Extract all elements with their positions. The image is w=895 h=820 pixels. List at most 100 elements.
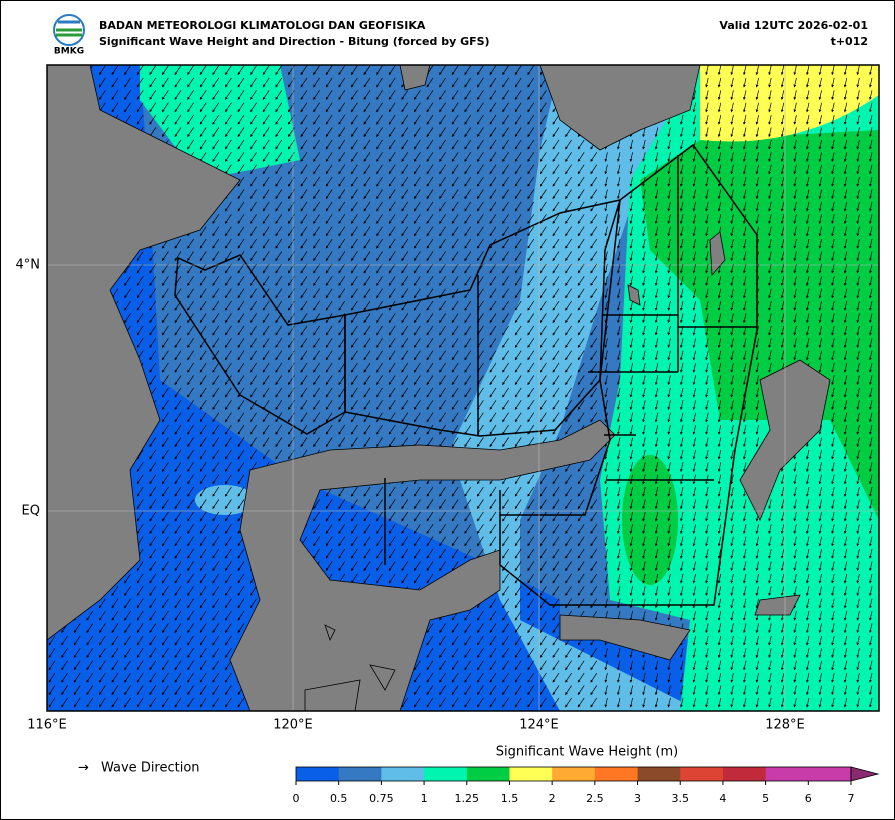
wave-arrow	[540, 102, 547, 113]
colorbar-tick-label: 1.5	[501, 792, 519, 805]
wave-arrow	[527, 77, 535, 88]
wave-arrow	[439, 102, 446, 113]
wave-arrow	[793, 115, 797, 125]
wave-arrow	[363, 90, 371, 100]
wave-arrow	[199, 65, 207, 76]
wave-arrow	[831, 139, 835, 150]
wave-arrow	[780, 77, 785, 88]
wave-arrow	[680, 127, 684, 138]
wave-arrow	[502, 127, 509, 138]
wave-arrow	[717, 77, 722, 88]
wave-arrow	[439, 90, 446, 100]
wave-arrow	[376, 77, 383, 88]
wave-arrow	[439, 139, 446, 150]
colorbar-segment	[594, 767, 639, 781]
x-tick-label: 120°E	[273, 718, 313, 733]
wave-arrow	[717, 127, 722, 138]
wave-arrow	[401, 114, 409, 125]
colorbar-tick-label: 0.75	[369, 792, 394, 805]
y-tick-label: 4°N	[16, 258, 41, 273]
wave-arrow	[502, 77, 509, 88]
wave-arrow	[401, 90, 409, 100]
wave-arrow	[869, 90, 873, 100]
wave-arrow	[149, 102, 157, 113]
wave-arrow	[338, 65, 346, 76]
wave-arrow	[162, 127, 169, 138]
wave-arrow	[351, 77, 358, 88]
wave-arrow	[414, 102, 421, 113]
wave-arrow	[439, 114, 446, 125]
wave-arrow	[162, 114, 169, 125]
wave-arrow	[818, 90, 822, 100]
wave-arrow	[288, 65, 295, 76]
wave-arrow	[401, 102, 409, 113]
wave-arrow	[262, 139, 270, 150]
logo-text: BMKG	[54, 47, 84, 57]
wave-arrow	[743, 65, 747, 76]
wave-arrow	[464, 102, 472, 113]
wave-arrow	[300, 77, 308, 88]
wave-arrow	[351, 102, 358, 113]
x-tick-label: 128°E	[765, 718, 805, 733]
wave-arrow	[250, 127, 257, 138]
wave-arrow	[212, 114, 220, 125]
wave-arrow	[642, 139, 646, 150]
wave-arrow	[755, 102, 759, 113]
wave-arrow	[275, 65, 283, 76]
wave-arrow	[552, 114, 560, 125]
wave-arrow	[111, 90, 119, 100]
wave-arrow	[806, 115, 810, 125]
wave-arrow	[489, 102, 497, 113]
wave-arrow	[514, 114, 522, 125]
wave-arrow	[667, 139, 671, 150]
wave-arrow	[705, 65, 709, 76]
wave-arrow	[717, 102, 722, 113]
wave-arrow	[376, 139, 383, 150]
wave-arrow	[705, 77, 709, 88]
wave-arrow	[376, 114, 383, 125]
wave-arrow	[451, 90, 459, 100]
wave-arrow	[502, 114, 509, 125]
wave-arrow	[338, 102, 346, 113]
wave-arrow	[439, 65, 446, 76]
wave-arrow	[338, 114, 346, 125]
wave-arrow	[451, 114, 459, 125]
wave-arrow	[174, 127, 182, 138]
sea-zone	[622, 455, 678, 585]
wave-arrow	[237, 114, 245, 125]
wave-arrow	[743, 102, 747, 113]
wave-arrow	[237, 102, 245, 113]
colorbar-segment	[424, 767, 468, 781]
wave-arrow	[869, 127, 873, 138]
wave-arrow	[325, 90, 333, 100]
logo: BMKG	[53, 14, 85, 57]
wave-arrow	[351, 139, 358, 150]
wave-arrow	[388, 127, 396, 138]
wave-arrow	[250, 77, 257, 88]
wave-arrow	[111, 102, 119, 113]
wave-arrow	[768, 115, 772, 125]
valid-time: Valid 12UTC 2026-02-01	[719, 19, 868, 32]
wave-arrow	[388, 65, 396, 76]
wave-arrow	[843, 139, 848, 150]
wave-arrow	[617, 139, 621, 150]
wave-arrow	[401, 139, 409, 150]
wave-arrow	[250, 114, 257, 125]
colorbar-tick-label: 5	[762, 792, 769, 805]
wave-arrow	[325, 65, 333, 76]
wave-arrow	[642, 127, 646, 138]
wave-arrow	[477, 77, 484, 88]
wave-arrow	[730, 77, 734, 88]
wave-arrow	[843, 90, 848, 100]
wave-arrow	[818, 65, 822, 76]
wave-arrow	[338, 90, 346, 100]
wave-arrow	[363, 139, 371, 150]
wave-arrow	[338, 139, 346, 150]
wave-arrow	[388, 77, 396, 88]
wave-arrow	[755, 127, 759, 138]
wave-arrow	[843, 115, 848, 125]
wave-arrow	[856, 115, 860, 125]
wave-arrow	[262, 127, 270, 138]
wave-arrow	[237, 139, 245, 150]
wave-arrow	[174, 77, 182, 88]
